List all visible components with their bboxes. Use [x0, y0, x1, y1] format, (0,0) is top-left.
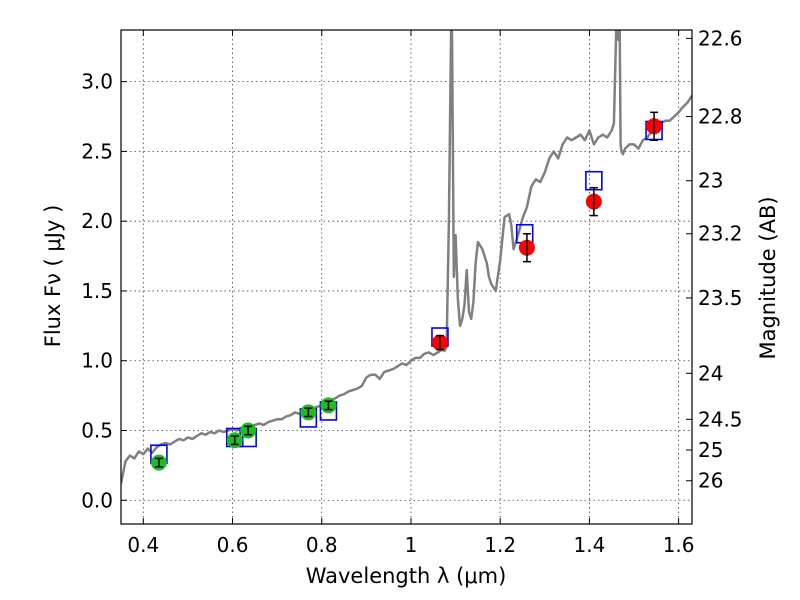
plot-area — [121, 30, 692, 484]
right-tick-label: 25 — [698, 438, 723, 462]
right-tick-label: 24 — [698, 361, 723, 385]
y-tick-label: 2.0 — [81, 209, 113, 233]
x-axis-label: Wavelength λ (μm) — [306, 564, 507, 588]
y-axis-label: Flux Fν ( μJy ) — [41, 205, 65, 348]
x-tick-label: 1.6 — [663, 533, 695, 557]
right-tick-label: 22.6 — [698, 26, 743, 50]
right-tick-label: 22.8 — [698, 105, 743, 129]
right-tick-label: 23.2 — [698, 222, 743, 246]
right-tick-label: 23 — [698, 169, 723, 193]
x-tick-label: 1 — [405, 533, 418, 557]
x-tick-label: 1.2 — [484, 533, 516, 557]
x-tick-label: 1.4 — [573, 533, 605, 557]
grid-lines — [121, 30, 692, 524]
right-axis-label: Magnitude (AB) — [756, 196, 780, 359]
x-tick-label: 0.6 — [217, 533, 249, 557]
y-tick-label: 0.0 — [81, 488, 113, 512]
x-tick-label: 0.4 — [127, 533, 159, 557]
y-tick-label: 1.0 — [81, 349, 113, 373]
sed-model-line — [121, 30, 692, 484]
y-tick-label: 0.5 — [81, 419, 113, 443]
y-tick-label: 1.5 — [81, 279, 113, 303]
axis-ticks: 0.4 0.6 0.8 1 1.2 1.4 1.6 0.0 0.5 1.0 1.5 2.0 2.5 3.0… — [81, 26, 742, 557]
right-tick-label: 23.5 — [698, 286, 743, 310]
axes-frame — [120, 29, 693, 525]
right-tick-label: 26 — [698, 469, 723, 493]
right-tick-label: 24.5 — [698, 407, 743, 431]
y-tick-label: 3.0 — [81, 70, 113, 94]
y-tick-label: 2.5 — [81, 139, 113, 163]
x-tick-label: 0.8 — [306, 533, 338, 557]
